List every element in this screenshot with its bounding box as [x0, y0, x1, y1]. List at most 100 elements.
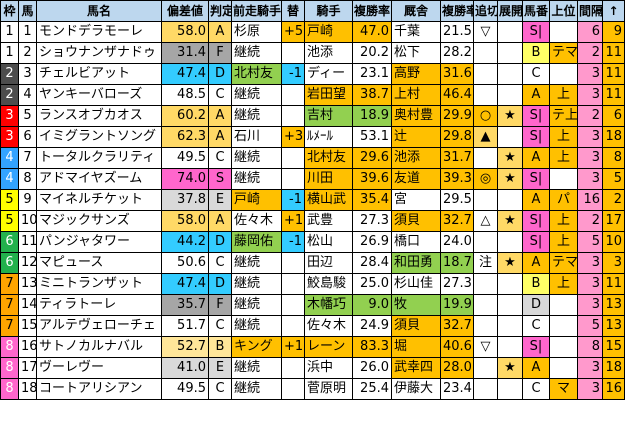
pace-mark-cell — [497, 231, 523, 253]
pace-mark-cell — [497, 294, 523, 316]
jockey-change-cell — [281, 42, 305, 64]
pace-mark-cell — [497, 273, 523, 295]
grade-cell: F — [208, 42, 232, 64]
up-cell: 11 — [602, 273, 625, 295]
workout-mark-cell — [473, 273, 498, 295]
jockey-cell: レーン — [304, 336, 353, 358]
top-rank-mark-cell: テマ — [549, 42, 578, 64]
horse-number-cell: 4 — [18, 84, 37, 106]
post-grade-cell: A — [522, 357, 550, 379]
race-table: 枠 馬 馬名 偏差値 判定 前走騎手 替 騎手 複勝率 厩舎 複勝率 追切 展開… — [0, 0, 625, 400]
previous-jockey-cell: 継続 — [231, 357, 282, 379]
top-rank-mark-cell: マ — [549, 378, 578, 400]
interval-cell: 3 — [577, 168, 603, 190]
up-cell: 11 — [602, 84, 625, 106]
previous-jockey-cell: 継続 — [231, 42, 282, 64]
horse-row: 8 18 コートアリシアン 49.5 C 継続 菅原明 25.4 伊藤大 23.4 C マ 3 16 — [0, 378, 625, 400]
grade-cell: A — [208, 210, 232, 232]
jockey-cell: 吉村 — [304, 105, 353, 127]
jockey-change-cell — [281, 357, 305, 379]
post-grade-cell: B — [522, 273, 550, 295]
grade-cell: A — [208, 126, 232, 148]
workout-mark-cell: △ — [473, 210, 498, 232]
trainer-place-rate-cell: 29.5 — [440, 189, 474, 211]
interval-cell: 8 — [577, 336, 603, 358]
trainer-place-rate-cell: 46.4 — [440, 84, 474, 106]
horse-row: 8 17 ヴーレヴー 41.0 E 継続 浜中 26.0 武幸四 28.0 ★ A 3 18 — [0, 357, 625, 379]
horse-number-cell: 16 — [18, 336, 37, 358]
trainer-cell: 宮 — [391, 189, 441, 211]
top-rank-mark-cell — [549, 168, 578, 190]
trainer-cell: 千葉 — [391, 21, 441, 43]
workout-mark-cell — [473, 357, 498, 379]
interval-cell: 3 — [577, 63, 603, 85]
up-cell: 11 — [602, 63, 625, 85]
interval-cell: 16 — [577, 189, 603, 211]
previous-jockey-cell: 継続 — [231, 147, 282, 169]
jockey-cell: 北村友 — [304, 147, 353, 169]
up-cell: 6 — [602, 105, 625, 127]
deviation-score-cell: 49.5 — [161, 378, 209, 400]
up-cell: 2 — [602, 189, 625, 211]
horse-name-cell: チェルビアット — [36, 63, 162, 85]
post-grade-cell: B — [522, 42, 550, 64]
waku-cell: 4 — [0, 168, 19, 190]
post-grade-cell: S| — [522, 210, 550, 232]
pace-mark-cell — [497, 378, 523, 400]
top-rank-mark-cell: 上 — [549, 147, 578, 169]
grade-cell: A — [208, 105, 232, 127]
interval-cell: 5 — [577, 315, 603, 337]
horse-row: 5 9 マイネルチケット 37.8 E 戸崎 -1 横山武 35.4 宮 29.5 A パ 16 2 — [0, 189, 625, 211]
previous-jockey-cell: 藤岡佑 — [231, 231, 282, 253]
trainer-place-rate-cell: 29.8 — [440, 126, 474, 148]
trainer-cell: 須貝 — [391, 210, 441, 232]
workout-mark-cell: ▲ — [473, 126, 498, 148]
jockey-cell: 鮫島駿 — [304, 273, 353, 295]
previous-jockey-cell: 継続 — [231, 252, 282, 274]
workout-mark-cell — [473, 63, 498, 85]
top-rank-mark-cell — [549, 63, 578, 85]
jockey-cell: 菅原明 — [304, 378, 353, 400]
horse-row: 4 8 アドマイヤズーム 74.0 S 継続 川田 39.6 友道 39.3 ◎ ★ S| 3 5 — [0, 168, 625, 190]
horse-number-cell: 14 — [18, 294, 37, 316]
header-top-rank: 上位 — [549, 0, 578, 22]
header-trainer: 厩舎 — [391, 0, 441, 22]
trainer-place-rate-cell: 28.2 — [440, 42, 474, 64]
top-rank-mark-cell — [549, 336, 578, 358]
top-rank-mark-cell — [549, 315, 578, 337]
interval-cell: 3 — [577, 84, 603, 106]
deviation-score-cell: 37.8 — [161, 189, 209, 211]
interval-cell: 2 — [577, 105, 603, 127]
deviation-score-cell: 52.7 — [161, 336, 209, 358]
grade-cell: F — [208, 294, 232, 316]
jockey-place-rate-cell: 24.9 — [352, 315, 392, 337]
horse-number-cell: 3 — [18, 63, 37, 85]
waku-cell: 3 — [0, 126, 19, 148]
up-cell: 18 — [602, 126, 625, 148]
pace-mark-cell — [497, 189, 523, 211]
top-rank-mark-cell — [549, 294, 578, 316]
grade-cell: C — [208, 378, 232, 400]
jockey-change-cell — [281, 147, 305, 169]
jockey-place-rate-cell: 29.6 — [352, 147, 392, 169]
workout-mark-cell — [473, 294, 498, 316]
up-cell: 17 — [602, 210, 625, 232]
jockey-place-rate-cell: 47.0 — [352, 21, 392, 43]
trainer-cell: 池添 — [391, 147, 441, 169]
post-grade-cell: S| — [522, 21, 550, 43]
pace-mark-cell — [497, 315, 523, 337]
pace-mark-cell — [497, 63, 523, 85]
top-rank-mark-cell: パ — [549, 189, 578, 211]
horse-row: 3 6 イミグラントソング 62.3 A 石川 +3 ﾙﾒｰﾙ 53.1 辻 29.8 ▲ S| 上 3 18 — [0, 126, 625, 148]
post-grade-cell: C — [522, 315, 550, 337]
up-cell: 9 — [602, 21, 625, 43]
jockey-place-rate-cell: 9.0 — [352, 294, 392, 316]
interval-cell: 2 — [577, 210, 603, 232]
waku-cell: 3 — [0, 105, 19, 127]
jockey-place-rate-cell: 53.1 — [352, 126, 392, 148]
deviation-score-cell: 49.5 — [161, 147, 209, 169]
post-grade-cell: S| — [522, 168, 550, 190]
pace-mark-cell — [497, 126, 523, 148]
deviation-score-cell: 58.0 — [161, 210, 209, 232]
jockey-cell: 浜中 — [304, 357, 353, 379]
